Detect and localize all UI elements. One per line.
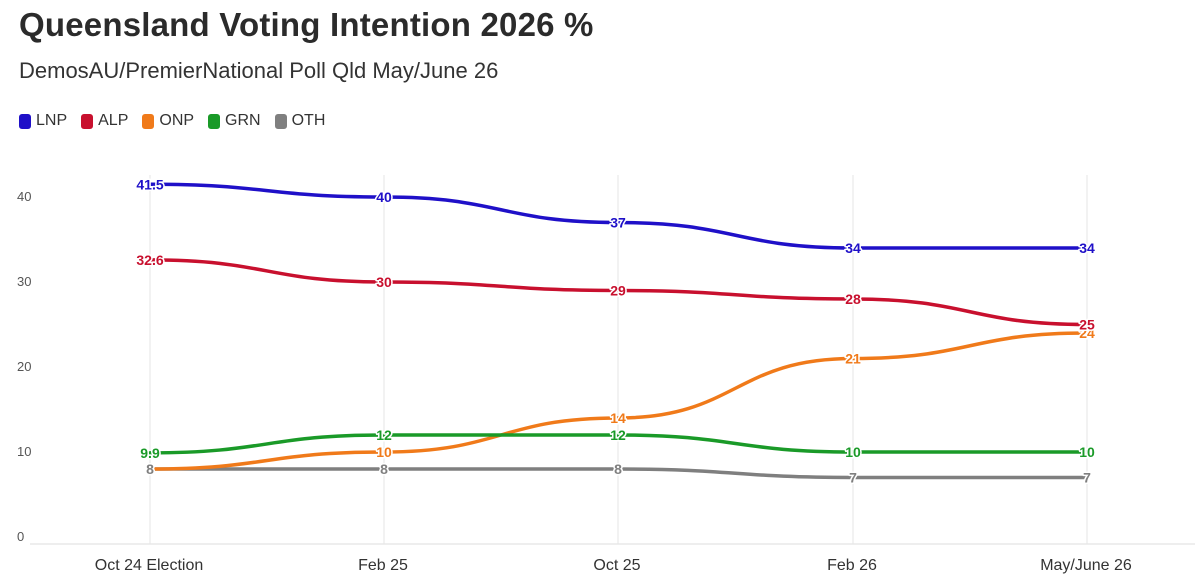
- legend-label-oth: OTH: [291, 112, 326, 129]
- data-label-alp: 25: [1079, 317, 1095, 333]
- data-label-lnp: 40: [376, 189, 392, 205]
- chart-title: Queensland Voting Intention 2026 %: [19, 6, 594, 43]
- data-label-oth: 8: [146, 461, 154, 477]
- legend-swatch-lnp: [19, 113, 31, 129]
- y-tick-label: 20: [17, 359, 31, 374]
- legend-item-grn: GRN: [208, 112, 261, 130]
- data-label-oth: 8: [614, 461, 622, 477]
- series-line-oth: [148, 467, 1089, 480]
- x-tick-label: Feb 26: [827, 557, 877, 574]
- data-label-grn: 10: [845, 444, 861, 460]
- x-tick-label: May/June 26: [1040, 557, 1132, 574]
- legend-item-oth: OTH: [274, 112, 326, 130]
- chart-subtitle: DemosAU/PremierNational Poll Qld May/Jun…: [19, 58, 499, 83]
- y-tick-label: 40: [17, 189, 31, 204]
- data-label-oth: 8: [380, 461, 388, 477]
- series-line-alp: [148, 258, 1089, 327]
- legend-swatch-alp: [81, 113, 94, 129]
- x-tick-label: Oct 25: [593, 557, 640, 574]
- legend-label-alp: ALP: [98, 112, 129, 129]
- data-label-alp: 29: [610, 283, 626, 299]
- legend-item-onp: ONP: [142, 112, 194, 130]
- data-label-onp: 14: [610, 410, 626, 426]
- data-label-lnp: 37: [610, 215, 626, 231]
- legend-swatch-onp: [142, 113, 155, 129]
- data-label-onp: 24: [1079, 325, 1095, 341]
- data-label-alp: 32.6: [136, 252, 163, 268]
- series-line-lnp: [148, 182, 1089, 250]
- legend: LNP ALP ONP GRN OTH: [19, 112, 325, 130]
- data-label-onp: 10: [376, 444, 392, 460]
- legend-label-lnp: LNP: [36, 112, 68, 129]
- legend-label-grn: GRN: [225, 112, 261, 129]
- legend-swatch-oth: [274, 113, 287, 129]
- data-label-grn: 9.9: [140, 445, 160, 461]
- legend-swatch-grn: [208, 113, 221, 129]
- data-label-oth: 7: [1083, 470, 1091, 486]
- legend-label-onp: ONP: [159, 112, 195, 129]
- x-tick-label: Feb 25: [358, 557, 408, 574]
- data-label-lnp: 34: [845, 240, 861, 256]
- y-tick-label: 10: [17, 444, 31, 459]
- data-label-lnp: 41.5: [136, 176, 163, 192]
- data-label-oth: 7: [849, 470, 857, 486]
- data-label-lnp: 34: [1079, 240, 1095, 256]
- y-tick-label: 30: [17, 274, 31, 289]
- data-label-alp: 30: [376, 274, 392, 290]
- x-tick-label: Oct 24 Election: [95, 557, 204, 574]
- legend-item-alp: ALP: [81, 112, 128, 130]
- data-label-grn: 12: [376, 427, 392, 443]
- series-line-grn: [148, 433, 1089, 455]
- legend-item-lnp: LNP: [19, 112, 67, 130]
- data-label-onp: 21: [845, 351, 861, 367]
- data-label-grn: 12: [610, 427, 626, 443]
- series-line-onp: [148, 331, 1089, 471]
- data-label-grn: 10: [1079, 444, 1095, 460]
- y-tick-label: 0: [17, 529, 24, 544]
- data-label-alp: 28: [845, 291, 861, 307]
